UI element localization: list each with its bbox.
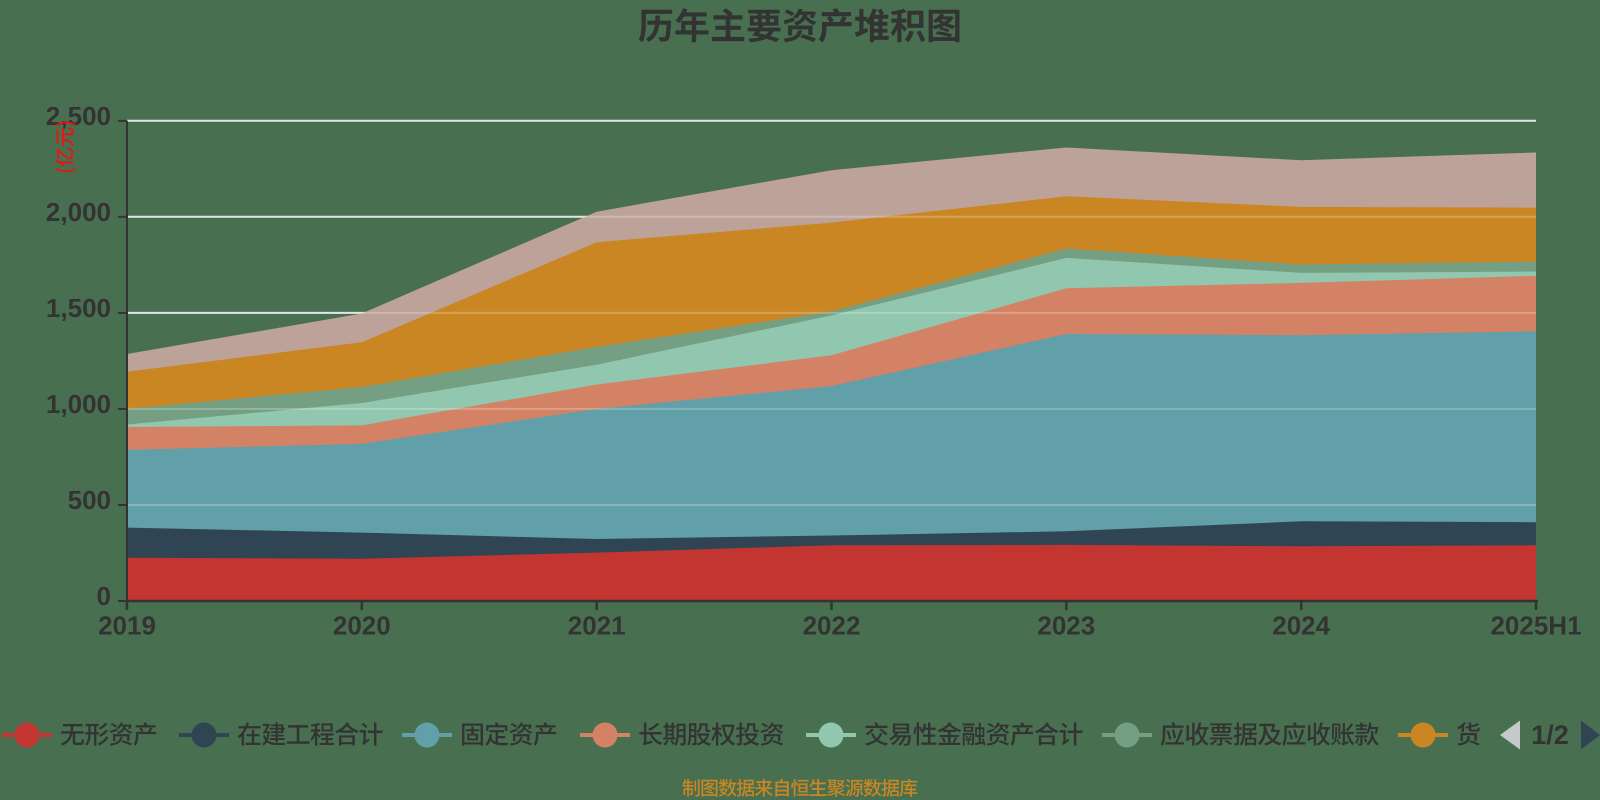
svg-text:2024: 2024 <box>1272 611 1330 641</box>
svg-text:2019: 2019 <box>98 611 156 641</box>
svg-text:2020: 2020 <box>333 611 391 641</box>
svg-text:2023: 2023 <box>1037 611 1095 641</box>
svg-text:1,500: 1,500 <box>46 293 111 323</box>
svg-text:500: 500 <box>68 485 111 515</box>
svg-text:2,000: 2,000 <box>46 197 111 227</box>
svg-text:2,500: 2,500 <box>46 101 111 131</box>
svg-text:2021: 2021 <box>568 611 626 641</box>
svg-text:2022: 2022 <box>803 611 861 641</box>
svg-text:0: 0 <box>97 581 111 611</box>
svg-text:1/2: 1/2 <box>1531 720 1569 750</box>
svg-text:1,000: 1,000 <box>46 389 111 419</box>
svg-text:2025H1: 2025H1 <box>1490 611 1581 641</box>
